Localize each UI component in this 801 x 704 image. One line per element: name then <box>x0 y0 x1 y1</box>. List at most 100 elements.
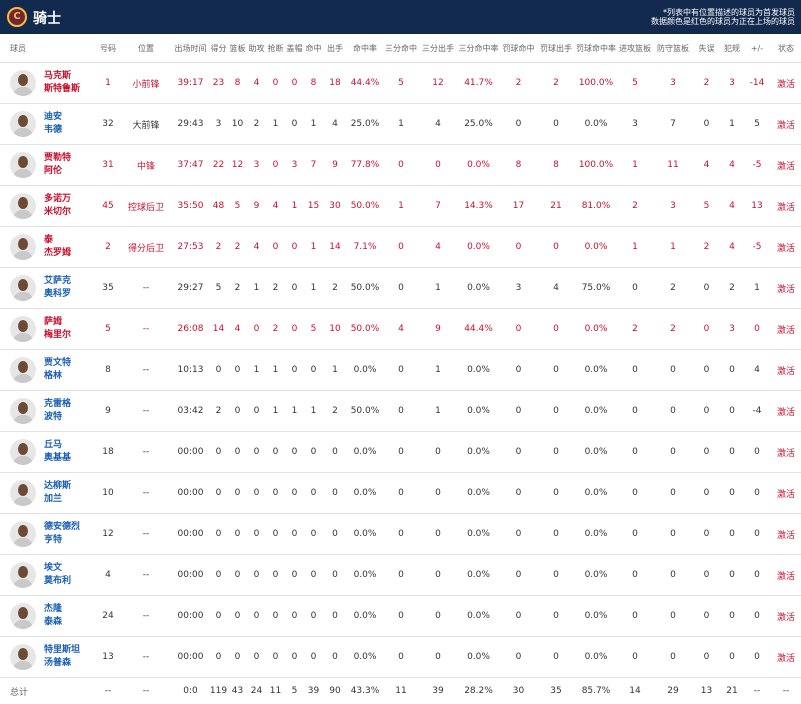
player-name-link[interactable]: 埃文 莫布利 <box>44 562 96 588</box>
stat-cell: 0 <box>209 472 228 514</box>
player-name-link[interactable]: 丘马 奥基基 <box>44 439 96 465</box>
column-header: 助攻 <box>247 34 266 63</box>
stat-cell: 0 <box>720 472 744 514</box>
column-header: 三分命中 <box>383 34 419 63</box>
player-name-link[interactable]: 萨姆 梅里尔 <box>44 316 96 342</box>
table-row[interactable]: 马克斯 斯特鲁斯 1 小前锋 39:17 23 8 4 0 0 8 18 44.4% 5 12 41.7% 2 2… <box>0 62 801 104</box>
player-name-link[interactable]: 艾萨克 奥科罗 <box>44 275 96 301</box>
table-row[interactable]: 迪安 韦德 32 大前锋 29:43 3 10 2 1 0 1 4 25.0% 1 4 25.0% 0 0 0.0%… <box>0 103 801 145</box>
stat-cell: 0 <box>247 390 266 432</box>
table-row[interactable]: 艾萨克 奥科罗 35 -- 29:27 5 2 1 2 0 1 2 50.0% 0 1 0.0% 3 4 75.0%… <box>0 267 801 309</box>
column-header: 防守篮板 <box>653 34 693 63</box>
player-cell: 丘马 奥基基 <box>0 431 96 473</box>
player-avatar-icon[interactable] <box>10 316 36 342</box>
stat-cell: 8 <box>500 144 537 186</box>
table-row[interactable]: 贾勒特 阿伦 31 中锋 37:47 22 12 3 0 3 7 9 77.8% 0 0 0.0% 8 8 100.… <box>0 144 801 186</box>
stat-cell: 0.0% <box>457 349 500 391</box>
stat-cell: 29:43 <box>172 103 209 145</box>
table-row[interactable]: 特里斯坦 汤普森 13 -- 00:00 0 0 0 0 0 0 0 0.0% 0 0 0.0% 0 0 0.0% 0… <box>0 636 801 678</box>
player-avatar-icon[interactable] <box>10 521 36 547</box>
player-avatar-icon[interactable] <box>10 439 36 465</box>
player-avatar-icon[interactable] <box>10 357 36 383</box>
stat-cell: 0.0% <box>575 226 617 268</box>
table-row[interactable]: 丘马 奥基基 18 -- 00:00 0 0 0 0 0 0 0 0.0% 0 0 0.0% 0 0 0.0% 0 0 0… <box>0 431 801 473</box>
total-stat-cell: 119 <box>209 686 228 696</box>
stat-cell: 0 <box>383 513 419 555</box>
total-stat-cell: -- <box>142 686 150 696</box>
stat-cell: -5 <box>744 144 770 186</box>
stat-cell: 0 <box>693 595 720 637</box>
stat-cell: 00:00 <box>172 472 209 514</box>
player-avatar-icon[interactable] <box>10 603 36 629</box>
stat-cell: 0 <box>419 431 457 473</box>
player-name-link[interactable]: 特里斯坦 汤普森 <box>44 644 96 670</box>
table-row[interactable]: 达柳斯 加兰 10 -- 00:00 0 0 0 0 0 0 0 0.0% 0 0 0.0% 0 0 0.0% 0 0 0… <box>0 472 801 514</box>
player-avatar-icon[interactable] <box>10 193 36 219</box>
avatar-body <box>13 333 33 342</box>
player-name-line2: 梅里尔 <box>44 330 72 340</box>
stat-cell: 0 <box>266 513 285 555</box>
table-row[interactable]: 泰杰罗姆 2 得分后卫 27:53 2 2 4 0 0 1 14 7.1% 0 4 0.0% 0 0 0.0% 1 1… <box>0 226 801 268</box>
stat-cell: 1 <box>653 226 693 268</box>
stat-cell: -- <box>120 595 172 637</box>
stat-cell: 0 <box>537 349 575 391</box>
stat-cell: 小前锋 <box>120 62 172 104</box>
player-name-link[interactable]: 多诺万 米切尔 <box>44 193 96 219</box>
table-row[interactable]: 克雷格 波特 9 -- 03:42 2 0 0 1 1 1 2 50.0% 0 1 0.0% 0 0 0.0% 0 0 0… <box>0 390 801 432</box>
table-row[interactable]: 贾文特 格林 8 -- 10:13 0 0 1 1 0 0 1 0.0% 0 1 0.0% 0 0 0.0% 0 0 0 0… <box>0 349 801 391</box>
stat-cell: 0.0% <box>347 595 383 637</box>
stat-cell: 10 <box>323 308 347 350</box>
player-name-link[interactable]: 贾文特 格林 <box>44 357 96 383</box>
stat-cell: 0.0% <box>575 308 617 350</box>
stat-cell: 0 <box>323 431 347 473</box>
player-name-link[interactable]: 达柳斯 加兰 <box>44 480 96 506</box>
stat-cell: 0 <box>383 431 419 473</box>
stat-cell: 2 <box>537 62 575 104</box>
player-name-link[interactable]: 克雷格 波特 <box>44 398 96 424</box>
player-avatar-icon[interactable] <box>10 562 36 588</box>
stat-cell: 0.0% <box>457 226 500 268</box>
player-name-link[interactable]: 德安德烈 亨特 <box>44 521 96 547</box>
player-avatar-icon[interactable] <box>10 644 36 670</box>
player-avatar-icon[interactable] <box>10 111 36 137</box>
status-cell: 激活 <box>770 595 801 637</box>
table-row[interactable]: 萨姆 梅里尔 5 -- 26:08 14 4 0 2 0 5 10 50.0% 4 9 44.4% 0 0 0.0%… <box>0 308 801 350</box>
player-name-link[interactable]: 迪安 韦德 <box>44 111 96 137</box>
stat-cell: 0 <box>500 308 537 350</box>
stat-cell: 0 <box>693 472 720 514</box>
stat-cell: 5 <box>209 267 228 309</box>
stat-cell: -- <box>120 308 172 350</box>
player-avatar-icon[interactable] <box>10 234 36 260</box>
stat-cell: 0 <box>383 636 419 678</box>
player-avatar-icon[interactable] <box>10 398 36 424</box>
player-name-link[interactable]: 马克斯 斯特鲁斯 <box>44 70 96 96</box>
table-row[interactable]: 多诺万 米切尔 45 控球后卫 35:50 48 5 9 4 1 15 30 50.0% 1 7 14.3% 1… <box>0 185 801 227</box>
stat-cell: 0 <box>500 595 537 637</box>
stat-cell: 48 <box>209 185 228 227</box>
stat-cell: 2 <box>209 226 228 268</box>
stat-cell: 0 <box>247 595 266 637</box>
stat-cell: 得分后卫 <box>120 226 172 268</box>
stat-cell: 3 <box>720 308 744 350</box>
player-avatar-icon[interactable] <box>10 480 36 506</box>
stat-cell: 50.0% <box>347 390 383 432</box>
table-row[interactable]: 杰隆 泰森 24 -- 00:00 0 0 0 0 0 0 0 0.0% 0 0 0.0% 0 0 0.0% 0 0 0 0… <box>0 595 801 637</box>
table-row[interactable]: 德安德烈 亨特 12 -- 00:00 0 0 0 0 0 0 0 0.0% 0 0 0.0% 0 0 0.0% 0 0… <box>0 513 801 555</box>
player-avatar-icon[interactable] <box>10 152 36 178</box>
player-name-link[interactable]: 杰隆 泰森 <box>44 603 96 629</box>
stat-cell: 0 <box>653 431 693 473</box>
player-avatar-icon[interactable] <box>10 70 36 96</box>
stat-cell: -5 <box>744 226 770 268</box>
table-row[interactable]: 埃文 莫布利 4 -- 00:00 0 0 0 0 0 0 0 0.0% 0 0 0.0% 0 0 0.0% 0 0 0 0… <box>0 554 801 596</box>
player-name-line2: 加兰 <box>44 494 63 504</box>
stat-cell: 0.0% <box>457 144 500 186</box>
player-name-link[interactable]: 贾勒特 阿伦 <box>44 152 96 178</box>
stat-cell: 0 <box>693 636 720 678</box>
stat-cell: 1 <box>720 103 744 145</box>
player-avatar-icon[interactable] <box>10 275 36 301</box>
stat-cell: 0.0% <box>457 636 500 678</box>
stat-cell: 2 <box>247 103 266 145</box>
avatar-body <box>13 456 33 465</box>
player-name-link[interactable]: 泰杰罗姆 <box>44 234 96 260</box>
